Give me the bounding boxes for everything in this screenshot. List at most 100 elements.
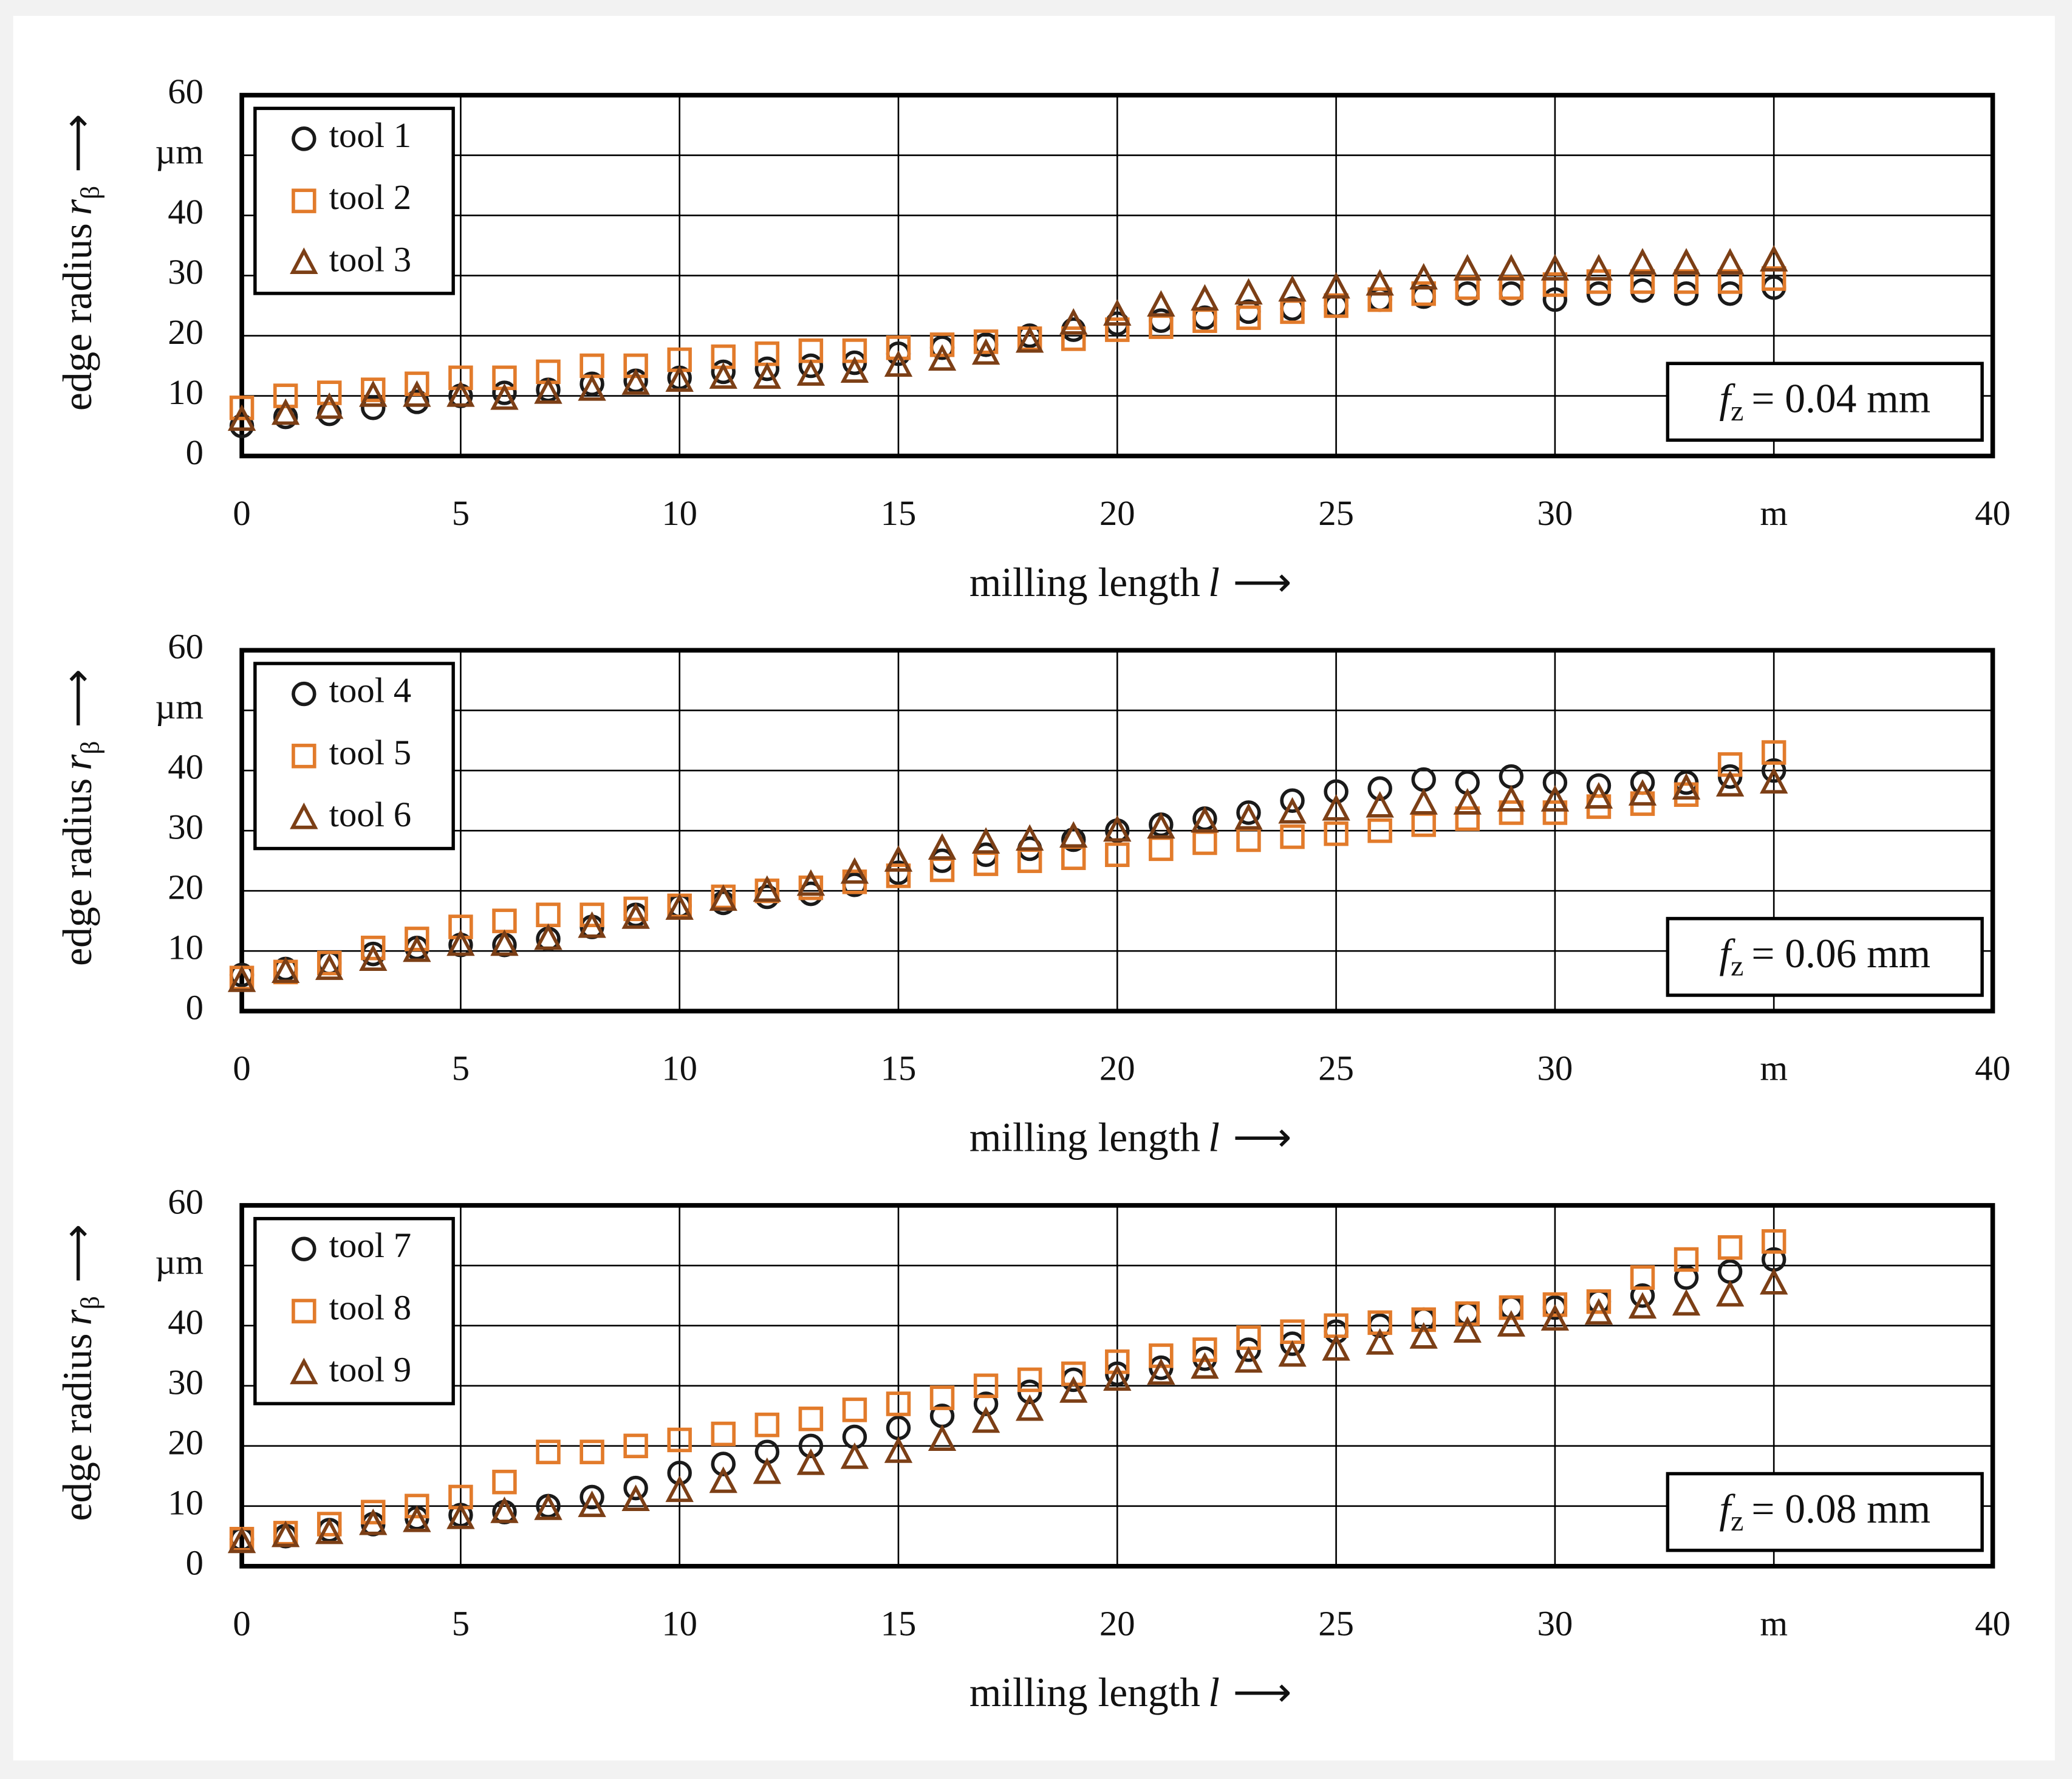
point [1453, 254, 1482, 281]
x-label-arrow: ⟶ [1233, 560, 1292, 605]
point [359, 1508, 388, 1535]
point [1409, 788, 1438, 815]
point [884, 845, 913, 872]
point [1366, 1328, 1394, 1355]
point [1059, 821, 1088, 848]
plot-frame [239, 1203, 1995, 1569]
point [1715, 770, 1745, 797]
x-tick-label: 0 [233, 493, 250, 533]
point [1630, 1265, 1655, 1290]
y-label-arrow: ⟶ [55, 669, 100, 728]
point [1499, 1295, 1524, 1320]
x-axis-label: milling length l ⟶ [969, 1115, 1291, 1160]
point [1455, 1301, 1480, 1326]
point [1103, 815, 1132, 842]
point [490, 1496, 519, 1523]
point [842, 1397, 867, 1422]
point [403, 380, 431, 407]
point [1147, 290, 1175, 317]
legend-box [253, 1216, 455, 1405]
point [709, 884, 737, 911]
point [1324, 779, 1349, 804]
annotation-box [1666, 1472, 1984, 1552]
y-tick-label: 30 [168, 252, 203, 292]
point [1540, 1304, 1570, 1331]
x-label-text: milling length [969, 1670, 1200, 1716]
point [623, 1433, 648, 1459]
point [1234, 1346, 1263, 1373]
x-label-text: milling length [969, 1115, 1200, 1160]
x-tick-label: 10 [662, 1603, 697, 1643]
point [884, 1436, 913, 1463]
y-tick-label: 20 [168, 312, 203, 352]
point [361, 377, 386, 402]
point [490, 383, 519, 410]
point [446, 1502, 475, 1529]
point [1542, 800, 1568, 825]
point [536, 1439, 561, 1464]
point [1584, 254, 1613, 281]
point [1280, 824, 1305, 849]
point [929, 1385, 955, 1410]
point [1105, 842, 1130, 868]
point [971, 827, 1000, 854]
point [361, 1500, 386, 1524]
y-tick-label: 60 [168, 72, 203, 111]
x-axis-label: milling length l ⟶ [969, 1670, 1291, 1716]
point [1191, 1352, 1219, 1379]
point [973, 329, 999, 354]
y-tick-label: 40 [168, 747, 203, 787]
plot-frame [239, 648, 1995, 1013]
x-axis-label: milling length l ⟶ [969, 560, 1291, 605]
annotation: fz = 0.04 mm [1719, 376, 1930, 427]
x-tick-label: 25 [1318, 493, 1354, 533]
point [1586, 1289, 1612, 1314]
y-tick-label: 20 [168, 868, 203, 907]
point [753, 875, 782, 902]
point [1059, 308, 1088, 335]
point [446, 380, 475, 407]
point [405, 371, 429, 396]
point [271, 956, 300, 983]
y-tick-label: 40 [168, 1302, 203, 1342]
x-tick-label: 30 [1537, 1049, 1573, 1088]
point [490, 929, 519, 956]
point [886, 863, 911, 888]
point [1278, 797, 1307, 824]
legend-label: tool 3 [329, 239, 411, 279]
point [1672, 773, 1701, 800]
point [1105, 317, 1130, 342]
point [580, 371, 604, 396]
point [1278, 275, 1307, 302]
point [316, 1512, 342, 1537]
point [580, 1439, 604, 1464]
x-label-arrow: ⟶ [1233, 1670, 1292, 1716]
legend-label: tool 7 [329, 1225, 411, 1265]
point [359, 944, 388, 972]
x-tick-label: 15 [881, 1603, 917, 1643]
point [1234, 803, 1263, 830]
point [798, 353, 824, 379]
annotation-subscript: z [1731, 1505, 1743, 1537]
point [1499, 275, 1524, 300]
point [534, 1493, 562, 1520]
point [1761, 740, 1787, 765]
point [1367, 776, 1392, 801]
chart: 0 10 20 30 40 µm 60 0 5 10 15 20 25 30 m 40 milling leng… [55, 72, 2010, 605]
point [361, 396, 386, 420]
x-tick-label: 15 [881, 1049, 917, 1088]
y-tick-label: 0 [186, 433, 203, 472]
point [621, 1484, 650, 1511]
x-tick-label: m [1760, 1603, 1788, 1643]
point [1103, 1364, 1132, 1391]
point [446, 929, 475, 956]
point [1453, 1316, 1482, 1343]
point [1628, 1292, 1657, 1319]
y-label-text: edge radius [55, 223, 100, 411]
point [1103, 299, 1132, 326]
y-tick-label: µm [155, 132, 203, 171]
point [1367, 818, 1392, 843]
point [1628, 779, 1657, 806]
point [665, 365, 694, 392]
point [1280, 788, 1305, 813]
